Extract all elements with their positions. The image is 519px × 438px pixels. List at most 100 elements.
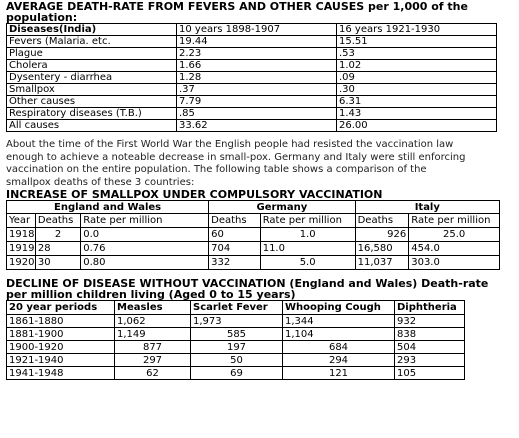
table-row: 1861-1880 1,062 1,973 1,344 932 bbox=[6, 314, 465, 328]
table-cell: 932 bbox=[394, 314, 465, 328]
table-cell: 0.76 bbox=[80, 241, 210, 256]
table-row: Respiratory diseases (T.B.) .85 1.43 bbox=[6, 107, 497, 120]
group-header: Germany bbox=[208, 200, 356, 214]
table-row: Smallpox .37 .30 bbox=[6, 83, 497, 96]
table-row: 1919 28 0.76 704 11.0 16,580 454.0 bbox=[6, 241, 500, 256]
column-header: Deaths bbox=[354, 213, 410, 228]
table-row: Other causes 7.79 6.31 bbox=[6, 95, 497, 108]
table-row: Fevers (Malaria. etc. 19.44 15.51 bbox=[6, 35, 497, 48]
smallpox-heading: INCREASE OF SMALLPOX UNDER COMPULSORY VA… bbox=[6, 188, 383, 201]
table-cell: .53 bbox=[336, 47, 497, 60]
death-rate-table: Diseases(India) 10 years 1898-1907 16 ye… bbox=[6, 23, 497, 132]
column-header: Diphtheria bbox=[394, 300, 465, 315]
table-header-row: Year Deaths Rate per million Deaths Rate… bbox=[6, 213, 500, 228]
table-cell: 1,344 bbox=[282, 314, 395, 328]
table-row: Cholera 1.66 1.02 bbox=[6, 59, 497, 72]
group-header: Italy bbox=[354, 200, 501, 214]
table-cell: 1,104 bbox=[282, 327, 395, 341]
table-header-row: 20 year periods Measles Scarlet Fever Wh… bbox=[6, 300, 465, 315]
column-header: Diseases(India) bbox=[6, 23, 177, 36]
table-row: 1920 30 0.80 332 5.0 11,037 303.0 bbox=[6, 255, 500, 270]
table-cell: 1.02 bbox=[336, 59, 497, 72]
table-cell: 121 bbox=[282, 366, 395, 380]
table-cell: Respiratory diseases (T.B.) bbox=[6, 107, 177, 120]
column-header: 20 year periods bbox=[6, 300, 115, 315]
table-cell: 454.0 bbox=[408, 241, 500, 256]
table-cell: 1919 bbox=[6, 241, 36, 256]
table-cell: Other causes bbox=[6, 95, 177, 108]
column-header: Rate per million bbox=[408, 213, 500, 228]
table-cell: 684 bbox=[282, 340, 395, 354]
table-cell: 0.0 bbox=[80, 227, 210, 242]
table-cell: 1,149 bbox=[114, 327, 191, 341]
table-cell: 2 bbox=[34, 227, 82, 242]
table-cell: Plague bbox=[6, 47, 177, 60]
column-header: 16 years 1921-1930 bbox=[336, 23, 497, 36]
table-cell: 62 bbox=[114, 366, 191, 380]
table-cell: 11,037 bbox=[354, 255, 410, 270]
table-cell: 1.66 bbox=[176, 59, 337, 72]
table-cell: 585 bbox=[190, 327, 283, 341]
table-cell: 50 bbox=[190, 353, 283, 367]
table-cell: 28 bbox=[34, 241, 82, 256]
table-row: 1941-1948 62 69 121 105 bbox=[6, 366, 465, 380]
table-cell: 877 bbox=[114, 340, 191, 354]
column-header: Deaths bbox=[208, 213, 261, 228]
table-cell: 30 bbox=[34, 255, 82, 270]
death-rate-heading-line1: AVERAGE DEATH-RATE FROM FEVERS AND OTHER… bbox=[6, 0, 468, 13]
table-cell: 26.00 bbox=[336, 119, 497, 132]
table-cell: 25.0 bbox=[408, 227, 500, 242]
decline-heading-line1: DECLINE OF DISEASE WITHOUT VACCINATION (… bbox=[6, 277, 489, 290]
table-cell: 704 bbox=[208, 241, 261, 256]
column-header: Deaths bbox=[34, 213, 82, 228]
table-cell: 1.43 bbox=[336, 107, 497, 120]
table-cell: .09 bbox=[336, 71, 497, 84]
column-header: Rate per million bbox=[259, 213, 356, 228]
column-header: Scarlet Fever bbox=[190, 300, 283, 315]
table-cell: 2.23 bbox=[176, 47, 337, 60]
table-cell: .85 bbox=[176, 107, 337, 120]
paragraph-line: enough to achieve a noteable decrease in… bbox=[6, 151, 466, 163]
table-cell: 504 bbox=[394, 340, 465, 354]
table-cell: 19.44 bbox=[176, 35, 337, 48]
table-cell: 293 bbox=[394, 353, 465, 367]
table-cell: .37 bbox=[176, 83, 337, 96]
document-page: AVERAGE DEATH-RATE FROM FEVERS AND OTHER… bbox=[5, 0, 516, 380]
table-cell: 1.0 bbox=[259, 227, 356, 242]
table-cell: 69 bbox=[190, 366, 283, 380]
table-row: Plague 2.23 .53 bbox=[6, 47, 497, 60]
table-cell: Cholera bbox=[6, 59, 177, 72]
table-cell: 1918 bbox=[6, 227, 36, 242]
table-cell: 303.0 bbox=[408, 255, 500, 270]
table-cell: 15.51 bbox=[336, 35, 497, 48]
paragraph-line: About the time of the First World War th… bbox=[6, 139, 454, 150]
table-cell: 105 bbox=[394, 366, 465, 380]
table-cell: 297 bbox=[114, 353, 191, 367]
smallpox-table: England and Wales Germany Italy Year Dea… bbox=[5, 200, 501, 270]
table-cell: .30 bbox=[336, 83, 497, 96]
table-cell: 926 bbox=[354, 227, 410, 242]
table-cell: 1,973 bbox=[190, 314, 283, 328]
table-cell: 1.28 bbox=[176, 71, 337, 84]
table-cell: 7.79 bbox=[176, 95, 337, 108]
table-cell: 1941-1948 bbox=[6, 366, 115, 380]
table-cell: 11.0 bbox=[259, 241, 356, 256]
table-cell: 33.62 bbox=[176, 119, 337, 132]
table-row: 1881-1900 1,149 585 1,104 838 bbox=[6, 327, 465, 341]
table-row: 1900-1920 877 197 684 504 bbox=[6, 340, 465, 354]
table-row: All causes 33.62 26.00 bbox=[6, 119, 497, 132]
table-cell: Fevers (Malaria. etc. bbox=[6, 35, 177, 48]
table-cell: 1881-1900 bbox=[6, 327, 115, 341]
decline-heading-line2: per million children living (Aged 0 to 1… bbox=[6, 288, 296, 301]
table-cell: 197 bbox=[190, 340, 283, 354]
table-cell: 1,062 bbox=[114, 314, 191, 328]
column-header: Rate per million bbox=[80, 213, 210, 228]
table-cell: All causes bbox=[6, 119, 177, 132]
table-cell: Dysentery - diarrhea bbox=[6, 71, 177, 84]
column-header: Measles bbox=[114, 300, 191, 315]
table-cell: 0.80 bbox=[80, 255, 210, 270]
table-cell: Smallpox bbox=[6, 83, 177, 96]
table-cell: 1861-1880 bbox=[6, 314, 115, 328]
group-header: England and Wales bbox=[5, 200, 210, 214]
table-cell: 838 bbox=[394, 327, 465, 341]
